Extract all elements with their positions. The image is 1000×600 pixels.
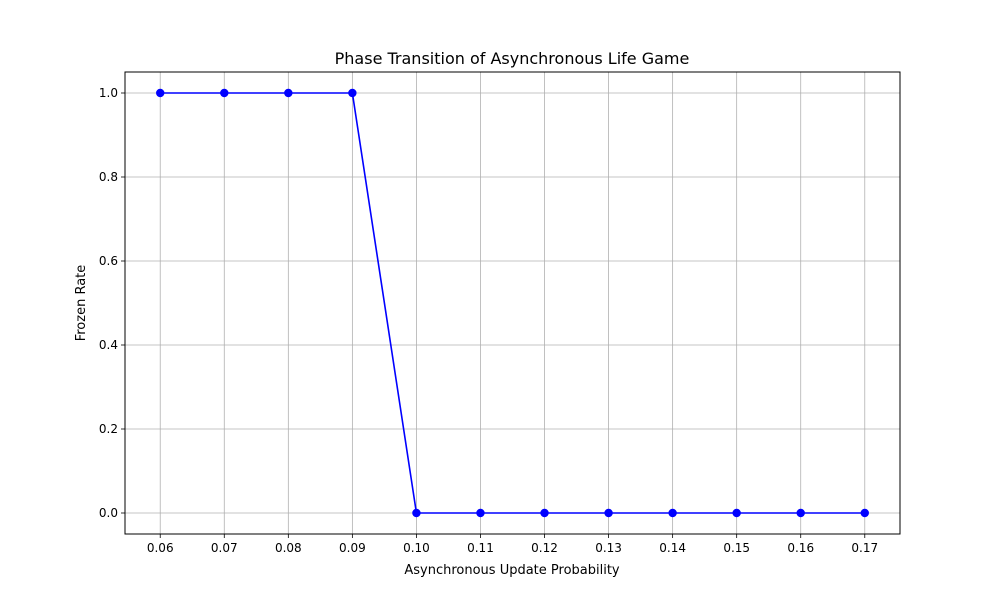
data-point [796, 508, 805, 518]
x-tick-label: 0.07 [211, 541, 238, 555]
x-axis: 0.06 0.07 0.08 0.09 0.10 0.11 0.12 0.13 0.14 0.15… [147, 534, 878, 555]
data-point [604, 508, 613, 518]
data-point [156, 88, 165, 98]
data-point [284, 88, 293, 98]
y-tick-label: 0.8 [99, 170, 118, 184]
y-axis: 0.0 0.2 0.4 0.6 0.8 1.0 [99, 86, 125, 520]
series-line [160, 92, 865, 514]
x-tick-label: 0.11 [467, 541, 494, 555]
x-axis-label: Asynchronous Update Probability [404, 563, 620, 578]
x-tick-label: 0.15 [723, 541, 750, 555]
data-point [540, 508, 549, 518]
data-point [220, 88, 229, 98]
x-tick-label: 0.09 [339, 541, 366, 555]
plot-area-frame [124, 71, 901, 535]
data-point [476, 508, 485, 518]
y-axis-label: Frozen Rate [74, 265, 89, 342]
x-tick-label: 0.12 [531, 541, 558, 555]
x-tick-label: 0.16 [787, 541, 814, 555]
x-tick-label: 0.08 [275, 541, 302, 555]
x-tick-label: 0.17 [851, 541, 878, 555]
x-tick-label: 0.10 [403, 541, 430, 555]
y-tick-label: 0.2 [99, 422, 118, 436]
y-tick-label: 0.4 [99, 338, 118, 352]
y-tick-label: 0.0 [99, 506, 118, 520]
x-tick-label: 0.06 [147, 541, 174, 555]
chart-title: Phase Transition of Asynchronous Life Ga… [335, 49, 690, 68]
data-point [732, 508, 741, 518]
data-point [412, 508, 421, 518]
x-tick-label: 0.14 [659, 541, 686, 555]
data-point [860, 508, 869, 518]
series-layer [156, 88, 869, 518]
x-tick-label: 0.13 [595, 541, 622, 555]
y-tick-label: 0.6 [99, 254, 118, 268]
data-point [348, 88, 357, 98]
y-tick-label: 1.0 [99, 86, 118, 100]
data-point [668, 508, 677, 518]
